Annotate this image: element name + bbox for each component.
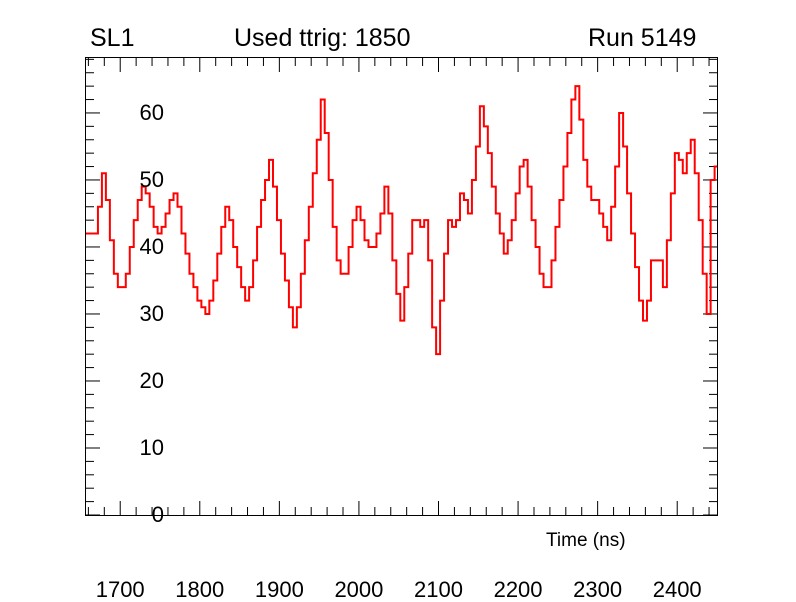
x-tick-label: 2100 <box>414 577 463 602</box>
y-tick-label: 10 <box>139 434 164 460</box>
y-tick-label: 50 <box>139 166 164 192</box>
page-title: Used ttrig: 1850 <box>234 24 411 52</box>
x-tick-label: 2000 <box>334 577 384 602</box>
x-tick-label: 1800 <box>175 577 225 602</box>
x-axis-label: Time (ns) <box>546 530 626 551</box>
sl-label: SL1 <box>90 24 135 52</box>
y-tick-label: 40 <box>139 233 164 259</box>
digis-vs-time-series <box>86 85 717 356</box>
chart-canvas: SL1 Used ttrig: 1850 Run 5149 Number of … <box>85 24 718 601</box>
x-tick-label: 2200 <box>493 577 543 602</box>
x-tick-label: 2300 <box>573 577 623 602</box>
y-tick-label: 20 <box>139 367 164 393</box>
y-tick-label: 60 <box>139 99 164 125</box>
plot-frame: 0 10 20 30 40 50 60 1700 1800 1900 2000 2100 2200 23… <box>85 57 718 601</box>
y-tick-label: 0 <box>151 502 164 527</box>
x-tick-label: 1900 <box>254 577 304 602</box>
axis-tick-marks <box>86 58 717 515</box>
x-tick-label: 1700 <box>95 577 145 602</box>
x-tick-label: 2400 <box>652 577 702 602</box>
data-plot-area <box>86 58 717 515</box>
y-tick-label: 30 <box>139 300 164 326</box>
run-label: Run 5149 <box>588 24 697 52</box>
